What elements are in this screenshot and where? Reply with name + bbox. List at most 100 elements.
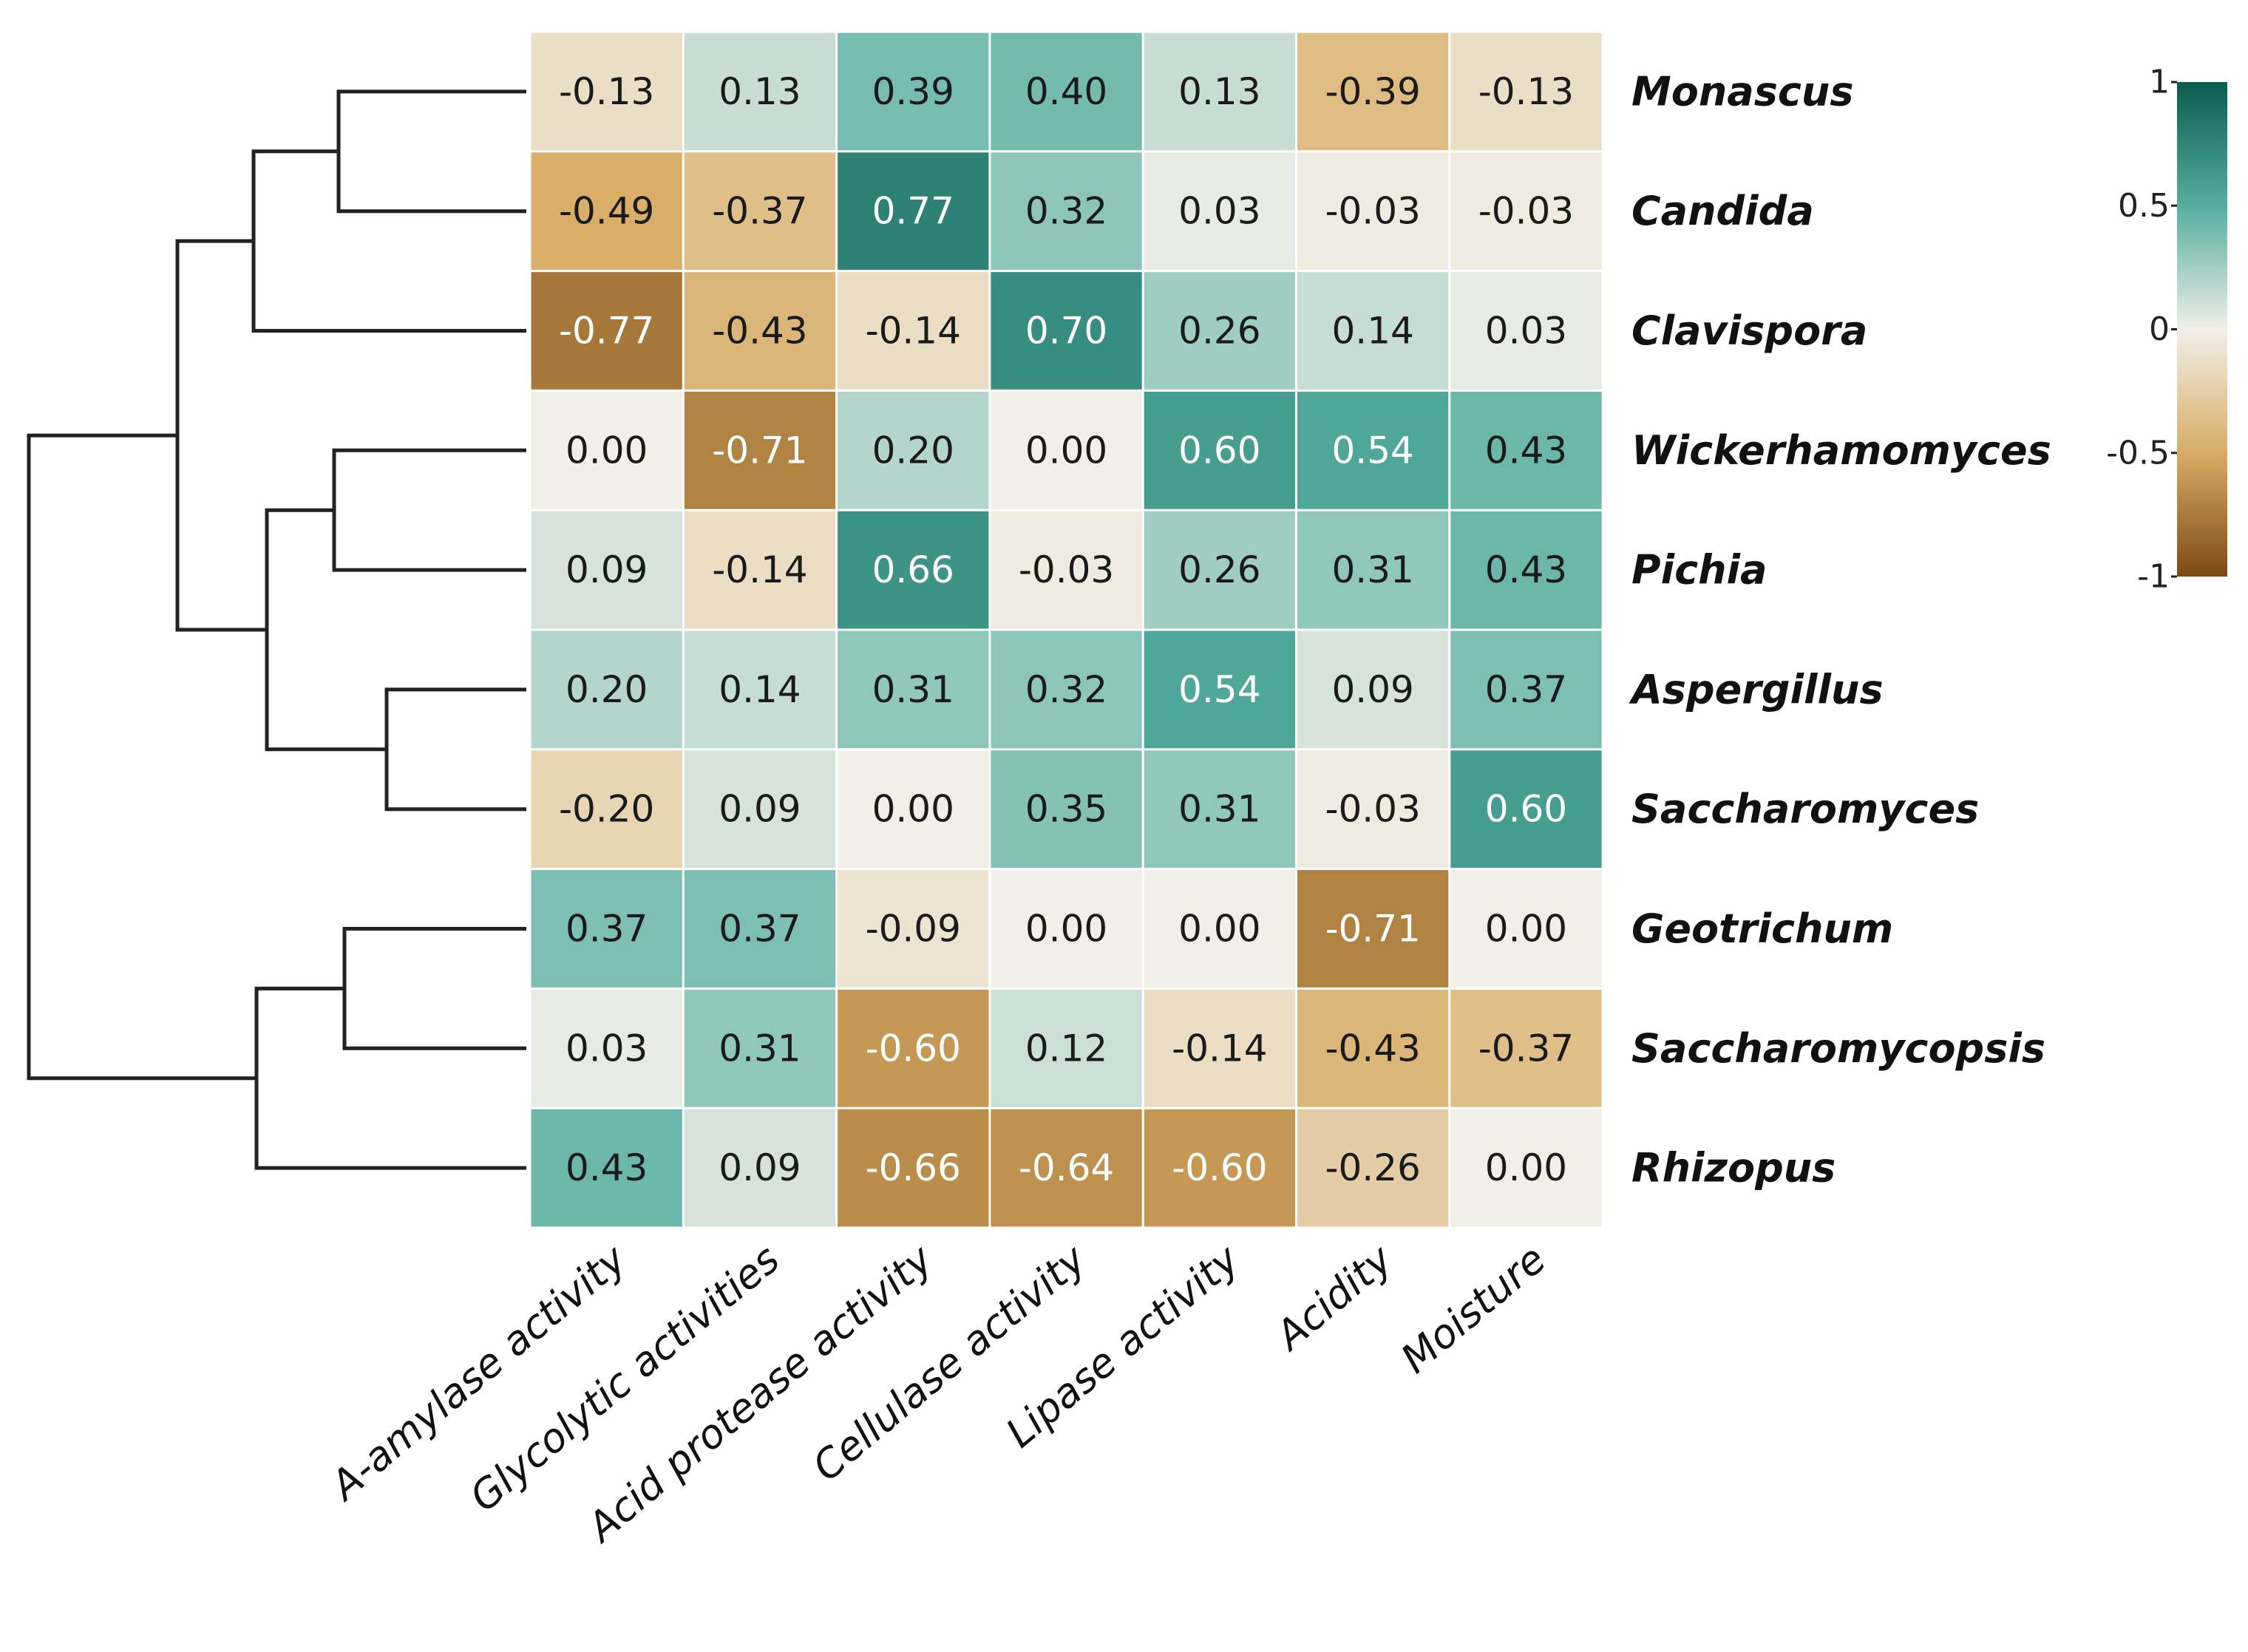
cell-value-label: 0.40 bbox=[1025, 70, 1107, 113]
heatmap-cell bbox=[1450, 272, 1602, 390]
cell-value-label: 0.32 bbox=[1025, 668, 1107, 711]
dendrogram-branch bbox=[265, 508, 387, 752]
dendrogram-branch bbox=[332, 448, 526, 572]
heatmap-cell bbox=[991, 870, 1142, 988]
heatmap-cell bbox=[684, 152, 836, 271]
cell-value-label: 0.00 bbox=[872, 788, 954, 831]
dendrogram-branch bbox=[251, 149, 526, 333]
cell-value-label: -0.37 bbox=[712, 190, 807, 233]
column-label: Moisture bbox=[1392, 1236, 1554, 1382]
cell-value-label: 0.00 bbox=[1485, 908, 1567, 951]
heatmap-cell bbox=[531, 33, 682, 151]
heatmap-cell bbox=[838, 272, 989, 390]
cell-value-label: 0.43 bbox=[1485, 548, 1567, 591]
column-label: Cellulase activity bbox=[804, 1235, 1095, 1490]
heatmap-cell bbox=[531, 750, 682, 869]
cell-value-label: -0.43 bbox=[712, 310, 807, 353]
cell-value-label: -0.66 bbox=[866, 1146, 961, 1189]
row-label: Geotrichum bbox=[1631, 905, 1893, 952]
heatmap-cell bbox=[838, 1109, 989, 1227]
cell-value-label: 0.60 bbox=[1485, 788, 1567, 831]
heatmap-cell bbox=[1144, 511, 1295, 629]
cell-value-label: 0.14 bbox=[719, 668, 801, 711]
heatmap-cell bbox=[1297, 1109, 1449, 1227]
row-label: Wickerhamomyces bbox=[1631, 427, 2051, 474]
cell-value-label: 0.26 bbox=[1178, 310, 1260, 353]
cell-value-label: -0.03 bbox=[1019, 548, 1114, 591]
heatmap-cell bbox=[1450, 33, 1602, 151]
dendrogram-branch bbox=[342, 927, 526, 1050]
cell-value-label: -0.14 bbox=[866, 310, 961, 353]
colorbar-tick-label: 1 bbox=[2149, 64, 2170, 101]
heatmap-cell bbox=[838, 870, 989, 988]
row-label: Saccharomyces bbox=[1631, 786, 1979, 832]
heatmap-cell bbox=[684, 1109, 836, 1227]
dendrogram-branch bbox=[336, 89, 526, 214]
heatmap-cell bbox=[1297, 989, 1449, 1107]
heatmap-cell bbox=[531, 1109, 682, 1227]
cell-value-label: 0.13 bbox=[1178, 70, 1260, 113]
cell-value-label: 0.00 bbox=[1178, 908, 1260, 951]
heatmap-cell bbox=[1450, 391, 1602, 509]
heatmap-cell bbox=[531, 511, 682, 629]
cell-value-label: 0.43 bbox=[566, 1146, 648, 1189]
cell-value-label: -0.43 bbox=[1325, 1027, 1420, 1070]
heatmap-cell bbox=[684, 33, 836, 151]
cell-value-label: 0.54 bbox=[1331, 429, 1413, 472]
cell-value-label: 0.31 bbox=[872, 668, 954, 711]
heatmap-cell bbox=[1450, 630, 1602, 749]
heatmap-cell bbox=[1144, 1109, 1295, 1227]
cell-value-label: 0.43 bbox=[1485, 429, 1567, 472]
heatmap-cell bbox=[1297, 152, 1449, 271]
cell-value-label: -0.37 bbox=[1478, 1027, 1574, 1070]
cell-value-label: -0.60 bbox=[1172, 1146, 1267, 1189]
heatmap-cell bbox=[1297, 630, 1449, 749]
heatmap-cell bbox=[531, 989, 682, 1107]
colorbar-tick-label: 0 bbox=[2149, 310, 2170, 348]
colorbar-gradient bbox=[2177, 82, 2227, 577]
heatmap-cell bbox=[991, 989, 1142, 1107]
dendrogram-branch bbox=[27, 433, 257, 1081]
cell-value-label: -0.14 bbox=[712, 548, 807, 591]
cell-value-label: -0.14 bbox=[1172, 1027, 1267, 1070]
heatmap-cell bbox=[531, 272, 682, 390]
heatmap-cell bbox=[991, 272, 1142, 390]
heatmap-cell bbox=[991, 511, 1142, 629]
heatmap-cell bbox=[1144, 750, 1295, 869]
cell-value-label: 0.09 bbox=[566, 548, 648, 591]
cell-value-label: -0.60 bbox=[866, 1027, 961, 1070]
heatmap-cell bbox=[531, 870, 682, 988]
cell-value-label: 0.00 bbox=[1025, 429, 1107, 472]
heatmap-cell bbox=[1144, 870, 1295, 988]
heatmap-cell bbox=[1450, 511, 1602, 629]
cell-value-label: 0.14 bbox=[1331, 310, 1413, 353]
cell-value-label: 0.12 bbox=[1025, 1027, 1107, 1070]
cell-value-label: 0.70 bbox=[1025, 310, 1107, 353]
heatmap-cell bbox=[1450, 989, 1602, 1107]
cell-value-label: 0.32 bbox=[1025, 190, 1107, 233]
heatmap-cell bbox=[1297, 272, 1449, 390]
cell-value-label: -0.77 bbox=[559, 310, 654, 353]
cell-value-label: 0.20 bbox=[872, 429, 954, 472]
row-label: Monascus bbox=[1631, 68, 1853, 115]
row-label: Saccharomycopsis bbox=[1631, 1025, 2045, 1072]
colorbar-tick-label: -1 bbox=[2137, 558, 2170, 596]
heatmap-cell bbox=[1144, 33, 1295, 151]
heatmap-cell bbox=[684, 511, 836, 629]
cell-value-label: -0.49 bbox=[559, 190, 654, 233]
cell-value-label: 0.77 bbox=[872, 190, 954, 233]
heatmap-cell bbox=[1144, 989, 1295, 1107]
cell-value-label: 0.00 bbox=[1025, 908, 1107, 951]
cell-value-label: -0.13 bbox=[559, 70, 654, 113]
cell-value-label: -0.03 bbox=[1325, 788, 1420, 831]
colorbar-tick-label: -0.5 bbox=[2106, 434, 2170, 472]
cell-value-label: 0.66 bbox=[872, 548, 954, 591]
row-labels: Monascus Candida Clavispora Wickerhamomyces… bbox=[1629, 68, 2051, 1191]
heatmap-cell bbox=[1144, 630, 1295, 749]
cell-value-label: 0.37 bbox=[719, 908, 801, 951]
cell-value-label: -0.71 bbox=[1325, 908, 1420, 951]
heatmap-cell bbox=[991, 750, 1142, 869]
cell-value-label: -0.13 bbox=[1478, 70, 1574, 113]
cell-value-label: 0.20 bbox=[566, 668, 648, 711]
